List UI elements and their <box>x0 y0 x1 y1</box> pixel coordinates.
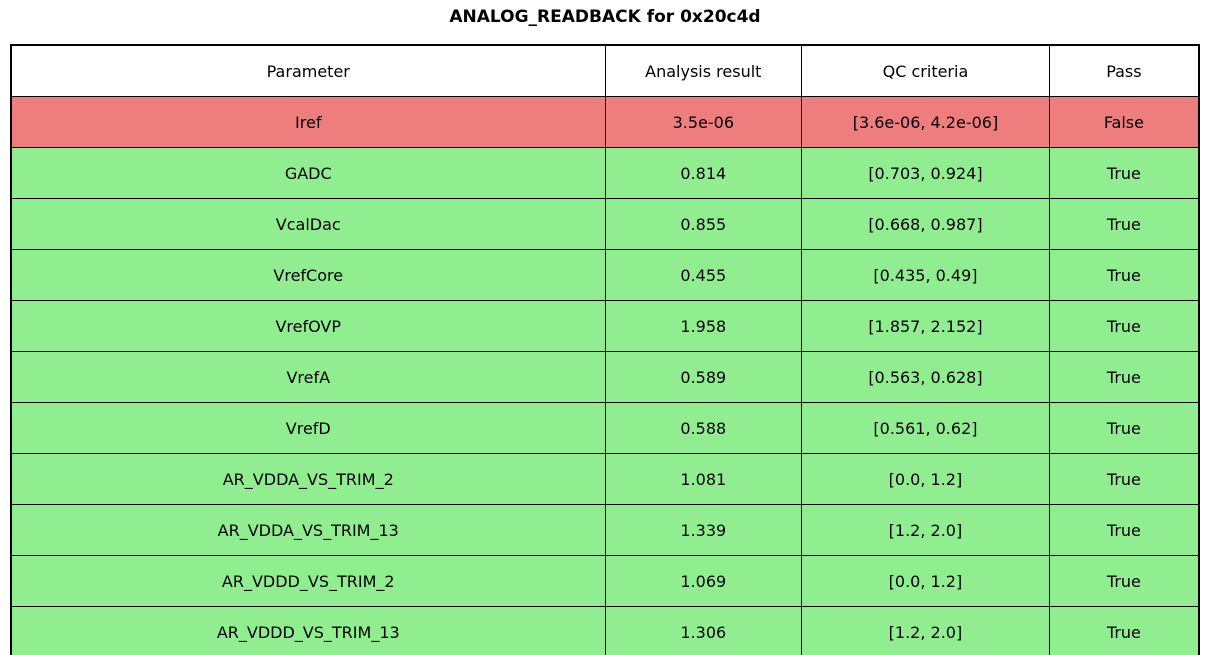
cell-criteria: [0.561, 0.62] <box>801 402 1050 454</box>
cell-pass: True <box>1048 249 1200 301</box>
cell-pass: True <box>1048 300 1200 352</box>
cell-pass: True <box>1048 453 1200 505</box>
table-row: VcalDac 0.855 [0.668, 0.987] True <box>10 198 1200 250</box>
cell-result: 1.958 <box>604 300 803 352</box>
cell-pass: True <box>1048 555 1200 607</box>
table-row: AR_VDDD_VS_TRIM_2 1.069 [0.0, 1.2] True <box>10 555 1200 607</box>
cell-pass: True <box>1048 402 1200 454</box>
table-row: Iref 3.5e-06 [3.6e-06, 4.2e-06] False <box>10 96 1200 148</box>
page-title: ANALOG_READBACK for 0x20c4d <box>449 7 761 27</box>
cell-parameter: VrefCore <box>10 249 606 301</box>
cell-result: 1.069 <box>604 555 803 607</box>
cell-parameter: VrefD <box>10 402 606 454</box>
cell-result: 0.855 <box>604 198 803 250</box>
table-row: VrefCore 0.455 [0.435, 0.49] True <box>10 249 1200 301</box>
cell-result: 1.339 <box>604 504 803 556</box>
cell-pass: True <box>1048 606 1200 655</box>
cell-result: 3.5e-06 <box>604 96 803 148</box>
table-row: AR_VDDA_VS_TRIM_13 1.339 [1.2, 2.0] True <box>10 504 1200 556</box>
column-header: Parameter <box>10 44 606 97</box>
cell-parameter: Iref <box>10 96 606 148</box>
cell-criteria: [0.435, 0.49] <box>801 249 1050 301</box>
column-header: Pass <box>1048 44 1200 97</box>
cell-pass: True <box>1048 198 1200 250</box>
cell-parameter: GADC <box>10 147 606 199</box>
table-row: GADC 0.814 [0.703, 0.924] True <box>10 147 1200 199</box>
cell-criteria: [1.2, 2.0] <box>801 504 1050 556</box>
cell-parameter: AR_VDDD_VS_TRIM_2 <box>10 555 606 607</box>
cell-criteria: [0.668, 0.987] <box>801 198 1050 250</box>
cell-result: 0.589 <box>604 351 803 403</box>
cell-criteria: [1.2, 2.0] <box>801 606 1050 655</box>
cell-criteria: [0.0, 1.2] <box>801 555 1050 607</box>
cell-result: 1.081 <box>604 453 803 505</box>
cell-pass: True <box>1048 504 1200 556</box>
cell-criteria: [1.857, 2.152] <box>801 300 1050 352</box>
table-row: AR_VDDA_VS_TRIM_2 1.081 [0.0, 1.2] True <box>10 453 1200 505</box>
cell-criteria: [0.703, 0.924] <box>801 147 1050 199</box>
cell-result: 0.588 <box>604 402 803 454</box>
cell-criteria: [3.6e-06, 4.2e-06] <box>801 96 1050 148</box>
cell-parameter: VcalDac <box>10 198 606 250</box>
header-row: Parameter Analysis result QC criteria Pass <box>10 44 1200 97</box>
cell-pass: True <box>1048 351 1200 403</box>
cell-parameter: VrefA <box>10 351 606 403</box>
cell-pass: False <box>1048 96 1200 148</box>
cell-parameter: VrefOVP <box>10 300 606 352</box>
table-body: Iref 3.5e-06 [3.6e-06, 4.2e-06] False GADC 0.… <box>10 96 1200 655</box>
cell-result: 1.306 <box>604 606 803 655</box>
cell-parameter: AR_VDDD_VS_TRIM_13 <box>10 606 606 655</box>
cell-result: 0.455 <box>604 249 803 301</box>
table-row: VrefD 0.588 [0.561, 0.62] True <box>10 402 1200 454</box>
table-row: VrefOVP 1.958 [1.857, 2.152] True <box>10 300 1200 352</box>
cell-criteria: [0.563, 0.628] <box>801 351 1050 403</box>
column-header: QC criteria <box>801 44 1050 97</box>
cell-pass: True <box>1048 147 1200 199</box>
cell-parameter: AR_VDDA_VS_TRIM_2 <box>10 453 606 505</box>
table-header: Parameter Analysis result QC criteria Pass <box>10 44 1200 97</box>
readback-table: Parameter Analysis result QC criteria Pass … <box>10 44 1200 655</box>
column-header: Analysis result <box>604 44 803 97</box>
cell-parameter: AR_VDDA_VS_TRIM_13 <box>10 504 606 556</box>
table-row: AR_VDDD_VS_TRIM_13 1.306 [1.2, 2.0] True <box>10 606 1200 655</box>
table-row: VrefA 0.589 [0.563, 0.628] True <box>10 351 1200 403</box>
cell-result: 0.814 <box>604 147 803 199</box>
cell-criteria: [0.0, 1.2] <box>801 453 1050 505</box>
